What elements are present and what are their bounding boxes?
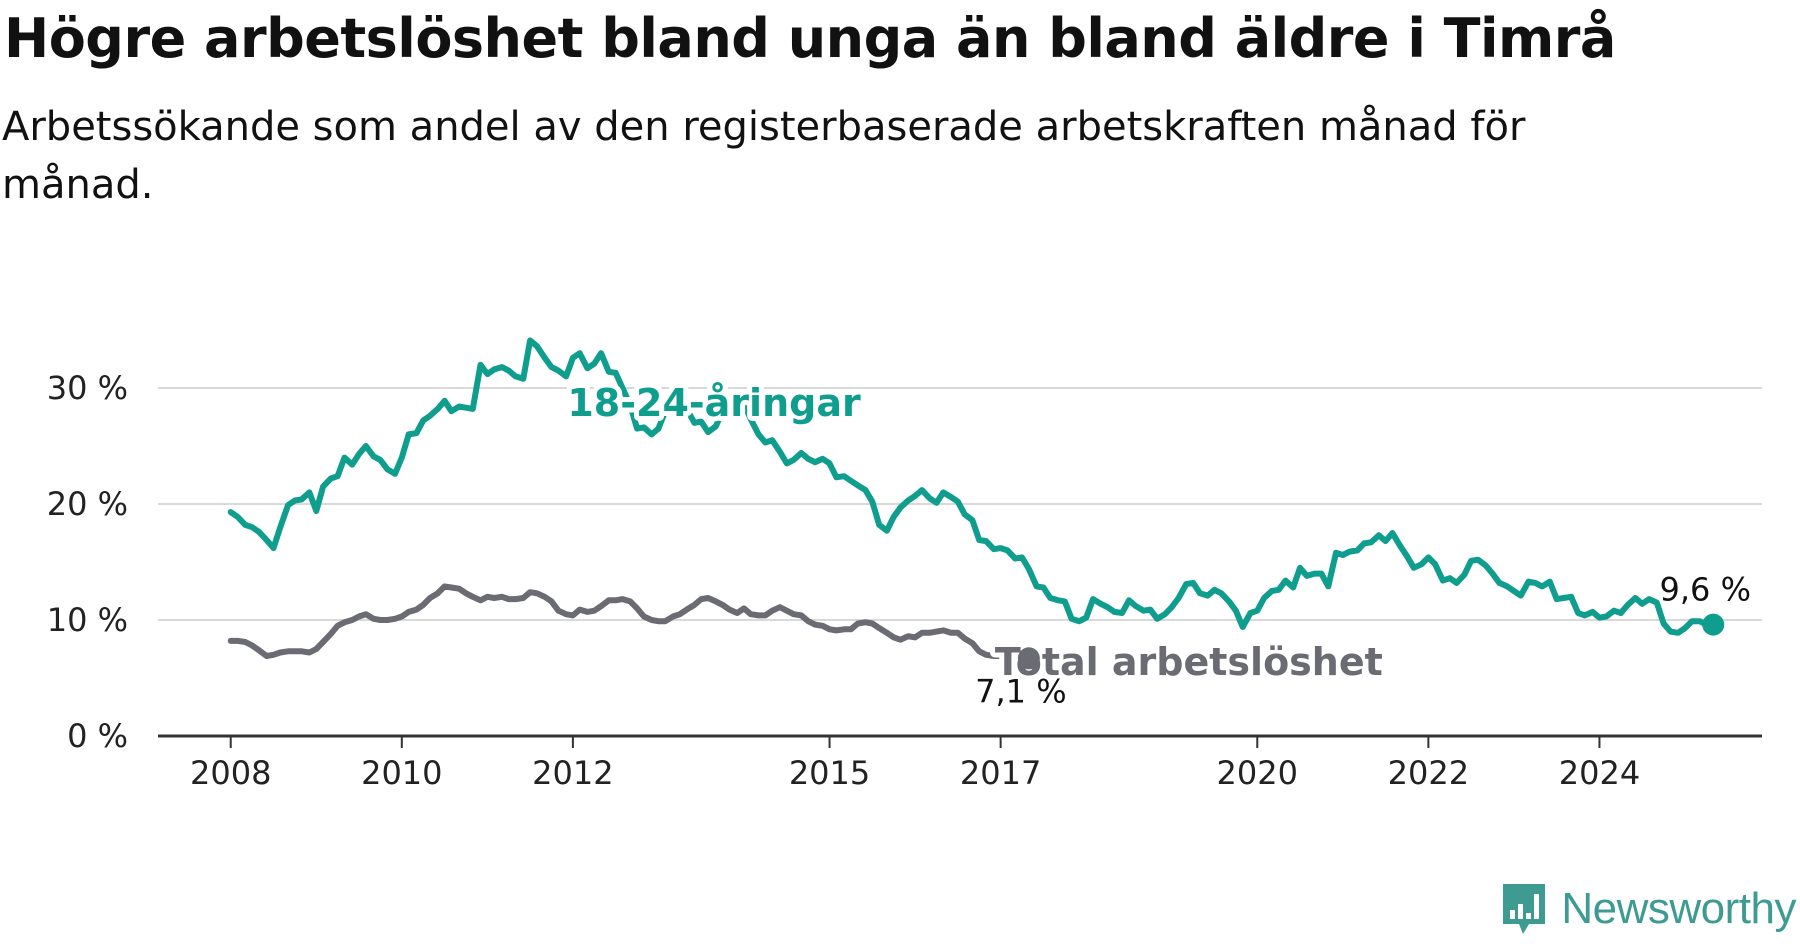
y-tick-label: 10 %: [47, 601, 128, 639]
page-subtitle: Arbetssökande som andel av den registerb…: [2, 104, 1526, 208]
brand-name: Newsworthy: [1561, 884, 1796, 933]
x-tick-label: 2010: [361, 754, 442, 792]
x-axis: 2008 2010 2012 2015 2017 2020 2022 2024: [158, 734, 1762, 792]
series-lines: [227, 337, 1717, 664]
page-title: Högre arbetslöshet bland unga än bland ä…: [4, 7, 1616, 70]
brand-logo: Newsworthy: [1499, 880, 1796, 938]
y-axis-ticks: 0 % 10 % 20 % 30 %: [47, 369, 128, 755]
y-tick-label: 20 %: [47, 485, 128, 523]
end-label-18-24-ringar: 9,6 %: [1660, 571, 1751, 609]
series-line-18-24-ringar: [227, 337, 1717, 636]
end-label-total-arbetsl-shet: 7,1 %: [975, 672, 1066, 710]
x-tick-label: 2015: [789, 754, 870, 792]
x-tick-label: 2022: [1388, 754, 1469, 792]
series-line-total-arbetsl-shet: [227, 583, 1032, 664]
x-tick-label: 2012: [532, 754, 613, 792]
series-labels: 18-24-åringar Total arbetslöshet 9,6 % 7,1 …: [562, 376, 1754, 714]
series-label-total-arbetsl-shet: Total arbetslöshet: [995, 640, 1383, 684]
x-tick-label: 2024: [1559, 754, 1640, 792]
y-tick-label: 0 %: [67, 717, 128, 755]
end-point-total-arbetsl-shet: [1017, 647, 1040, 670]
x-tick-label: 2008: [190, 754, 271, 792]
x-tick-label: 2020: [1217, 754, 1298, 792]
end-point-18-24-ringar: [1702, 613, 1725, 636]
series-label-18-24-ringar: 18-24-åringar: [567, 381, 861, 425]
y-tick-label: 30 %: [47, 369, 128, 407]
x-tick-label: 2017: [960, 754, 1041, 792]
newsworthy-logo-icon: [1503, 884, 1546, 934]
